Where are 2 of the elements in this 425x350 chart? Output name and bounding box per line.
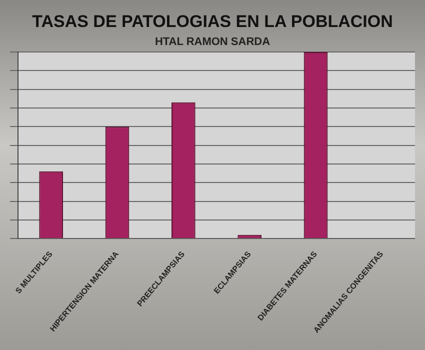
chart-title: TASAS DE PATOLOGIAS EN LA POBLACION [31, 12, 394, 32]
chart-subtitle: HTAL RAMON SARDA [154, 36, 272, 48]
